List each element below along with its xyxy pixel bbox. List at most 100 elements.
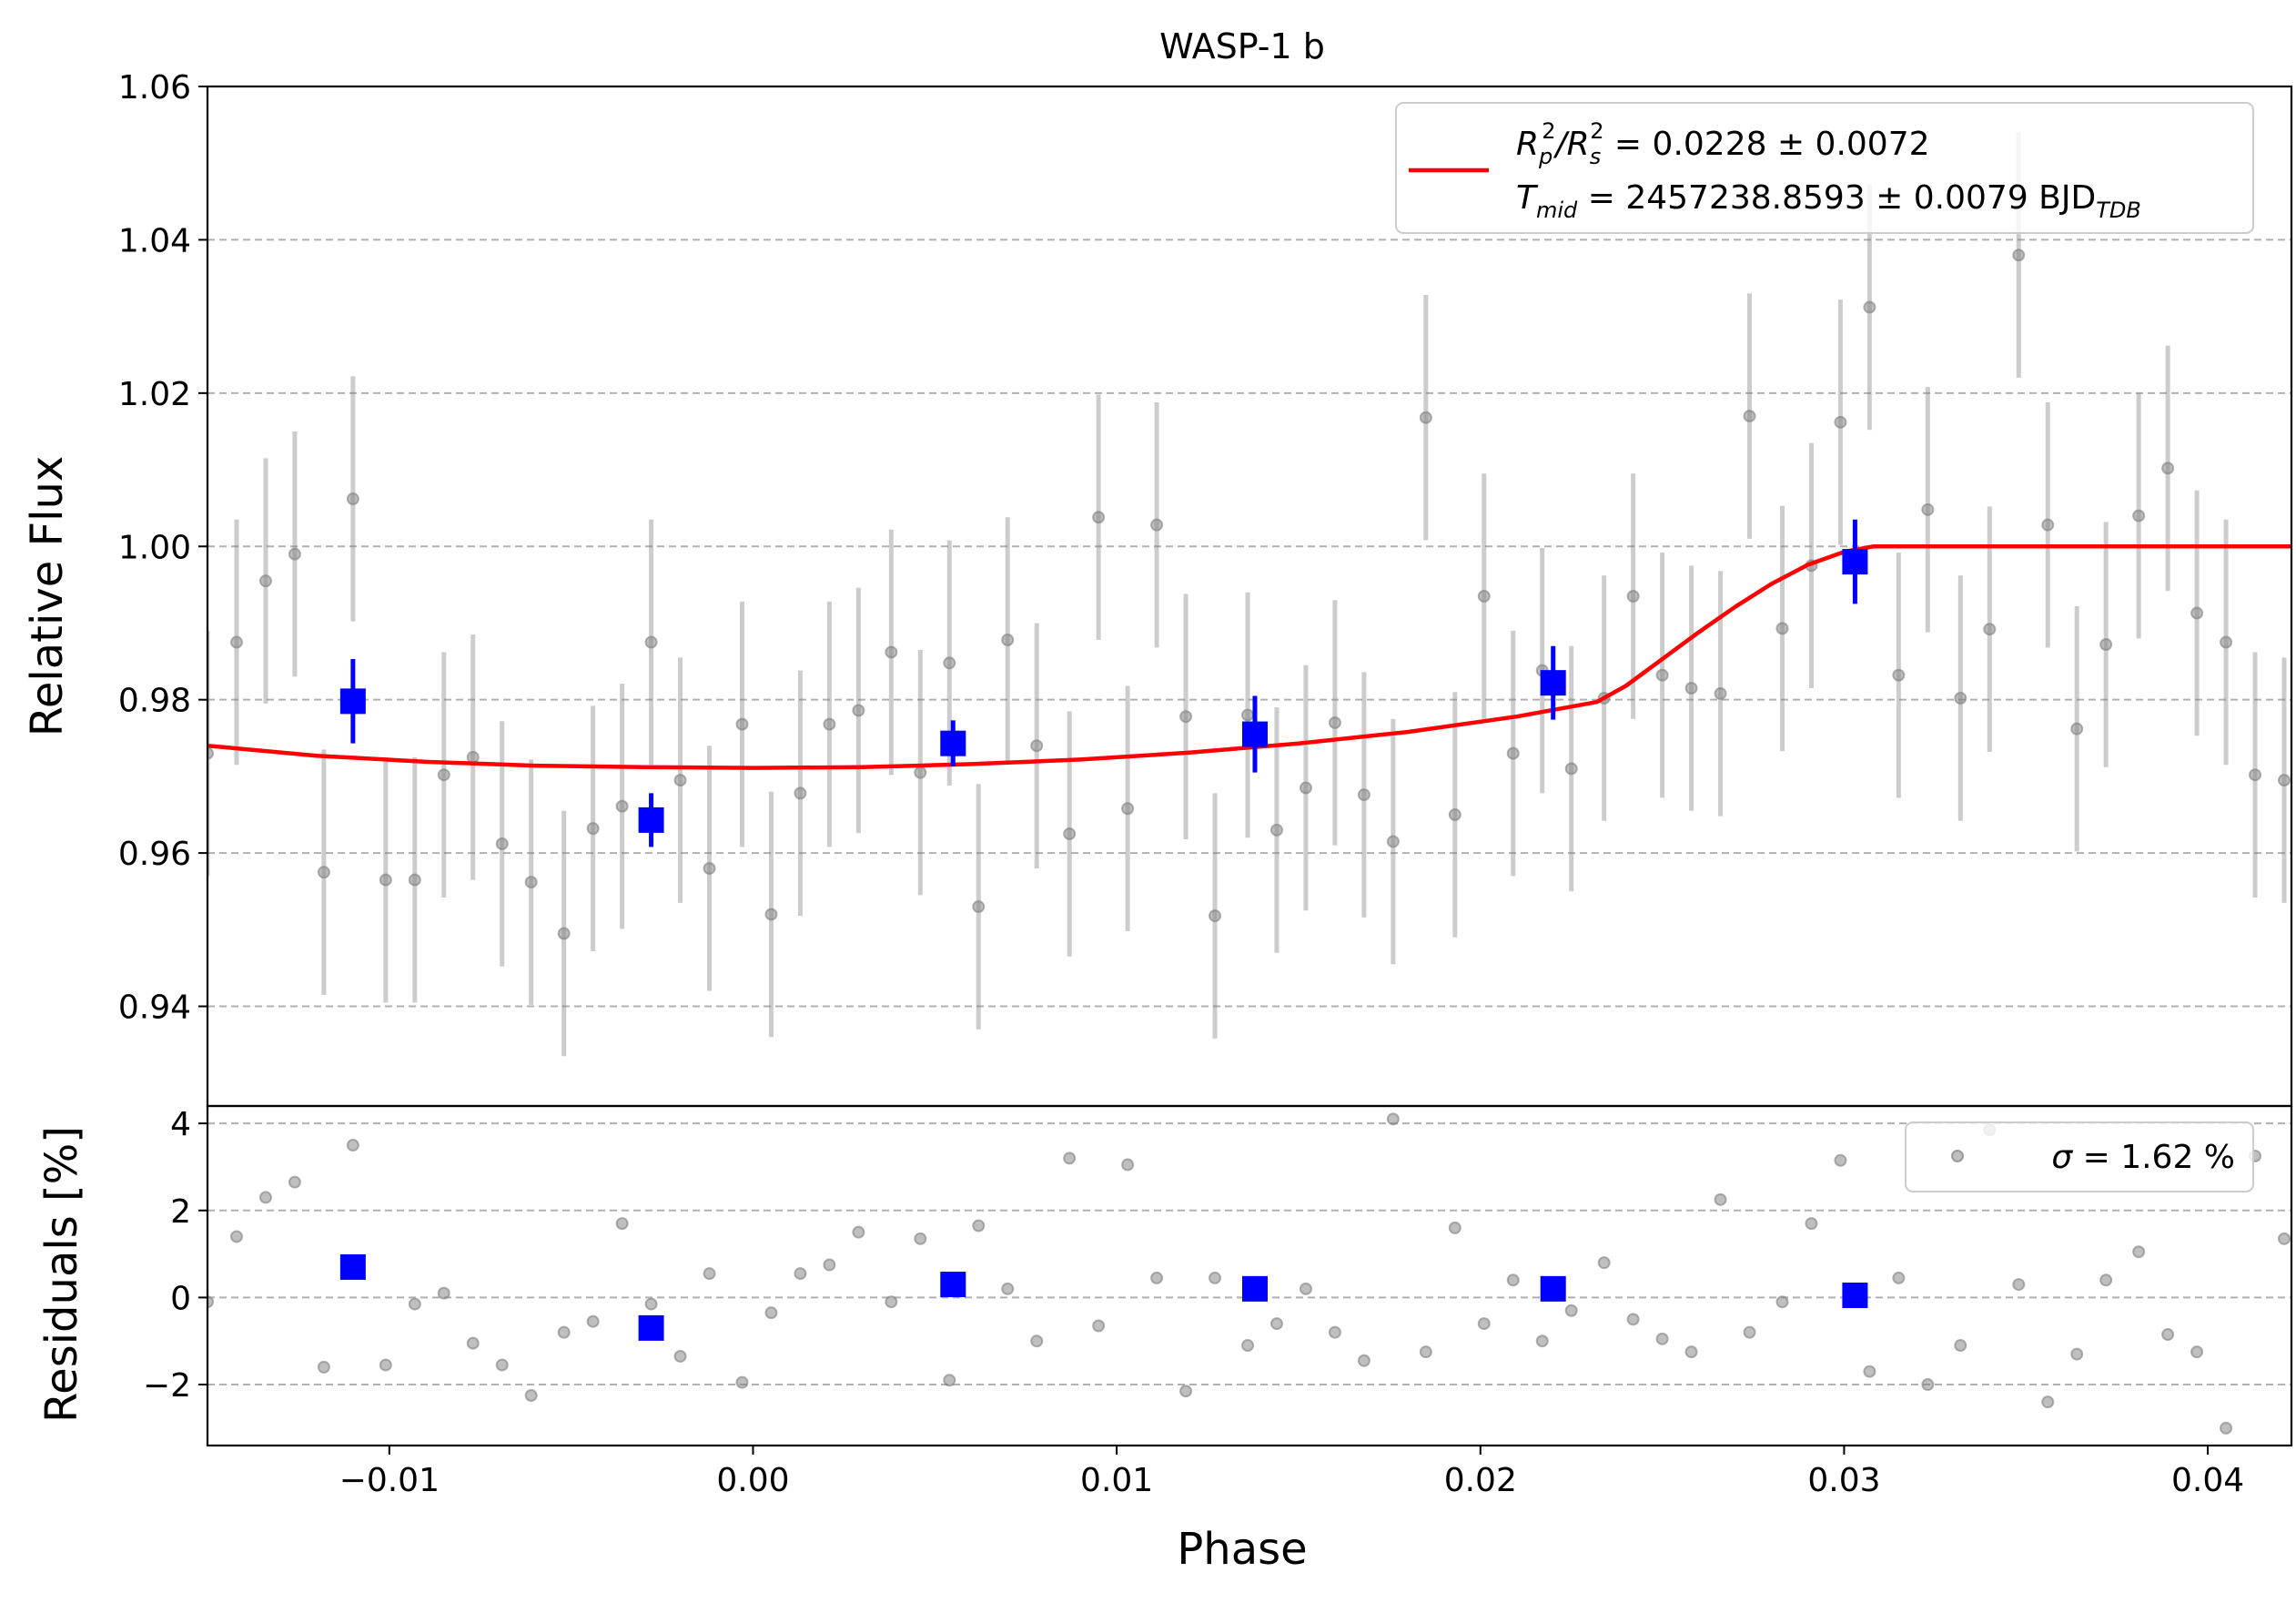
residual-raw-point	[1121, 1158, 1135, 1172]
main-raw-point	[2278, 774, 2291, 787]
residuals-y-tick-label: −2	[143, 1367, 191, 1405]
main-model-curve	[207, 544, 2291, 770]
main-raw-point	[2249, 768, 2262, 782]
residual-raw-point	[1063, 1152, 1077, 1165]
x-tick-label: 0.02	[1444, 1462, 1517, 1499]
main-raw-point	[1564, 762, 1578, 776]
residual-raw-point	[914, 1232, 927, 1245]
main-raw-point	[2041, 518, 2055, 532]
main-raw-point	[1092, 511, 1106, 524]
residual-raw-point	[1241, 1339, 1255, 1353]
residual-raw-point	[2012, 1278, 2026, 1292]
residual-raw-point	[466, 1336, 480, 1350]
x-tick-label: 0.03	[1807, 1462, 1880, 1499]
residual-raw-point	[615, 1217, 629, 1231]
main-raw-point	[735, 717, 749, 731]
residual-raw-point	[437, 1286, 450, 1300]
residual-raw-point	[2099, 1273, 2113, 1287]
residual-raw-point	[735, 1375, 749, 1389]
main-raw-point	[764, 908, 778, 921]
main-raw-point	[1626, 590, 1640, 603]
main-legend: Rp2/Rs2 = 0.0228 ± 0.0072 Tmid = 2457238…	[1395, 102, 2254, 234]
residual-raw-point	[288, 1175, 301, 1189]
main-raw-point	[823, 717, 836, 731]
residual-raw-point	[673, 1349, 687, 1363]
residual-raw-point	[1954, 1339, 1967, 1353]
main-raw-point	[615, 799, 629, 813]
main-raw-point	[1241, 708, 1255, 722]
residual-raw-point	[1655, 1332, 1669, 1345]
residual-binned-point	[1842, 1283, 1868, 1309]
residual-raw-point	[1775, 1295, 1789, 1309]
residual-raw-point	[885, 1295, 898, 1309]
main-raw-point	[2012, 249, 2026, 262]
residual-raw-point	[644, 1297, 658, 1311]
residual-raw-point	[794, 1267, 807, 1281]
residual-raw-point	[2190, 1345, 2204, 1359]
main-raw-point	[972, 900, 986, 914]
residuals-legend: σ = 1.62 %	[1905, 1121, 2254, 1192]
residual-raw-point	[2070, 1347, 2084, 1361]
main-raw-point	[1121, 802, 1135, 816]
main-raw-point	[317, 866, 330, 879]
main-raw-point	[1863, 300, 1876, 314]
residual-raw-point	[258, 1191, 272, 1204]
residual-raw-point	[586, 1314, 600, 1328]
main-raw-point	[1448, 808, 1462, 821]
main-raw-point	[1743, 410, 1756, 423]
residual-raw-point	[1506, 1273, 1520, 1287]
legend-tmid-entry: Tmid = 2457238.8593 ± 0.0079 BJDTDB	[1516, 179, 2141, 223]
main-raw-point	[586, 822, 600, 836]
legend-residual-marker	[1951, 1150, 1964, 1162]
x-axis-label: Phase	[1177, 1524, 1307, 1575]
main-raw-point	[346, 492, 359, 506]
residual-binned-point	[1540, 1275, 1566, 1302]
main-y-tick-label: 0.98	[118, 683, 191, 720]
main-y-tick-label: 0.94	[118, 989, 191, 1027]
residual-binned-point	[940, 1272, 966, 1298]
residual-raw-point	[379, 1358, 392, 1372]
residual-binned-point	[638, 1314, 664, 1341]
residuals-panel: −2 0 2 4 −0.01 0.00 0.01 0.02 0.03 0.04 Residual…	[36, 1104, 2293, 1575]
main-raw-point	[943, 656, 956, 670]
residual-raw-point	[1419, 1345, 1432, 1359]
main-raw-point	[644, 635, 658, 649]
main-raw-point	[1328, 715, 1341, 729]
main-raw-point	[2099, 638, 2113, 652]
residual-raw-point	[1892, 1271, 1906, 1284]
residual-raw-point	[823, 1258, 836, 1272]
residual-raw-point	[2220, 1421, 2233, 1435]
main-raw-point	[495, 837, 509, 850]
main-raw-point	[524, 876, 538, 889]
residual-raw-point	[1448, 1221, 1462, 1234]
main-raw-point	[1983, 623, 1997, 636]
main-raw-point	[2161, 462, 2175, 475]
residual-raw-point	[557, 1325, 571, 1339]
main-raw-point	[1063, 827, 1077, 841]
main-raw-point	[1477, 590, 1491, 603]
main-binned-point	[940, 730, 966, 756]
residual-raw-point	[2041, 1395, 2055, 1409]
residual-raw-point	[229, 1230, 243, 1243]
main-raw-point	[1030, 739, 1044, 753]
main-raw-point	[703, 861, 716, 875]
residual-raw-point	[703, 1267, 716, 1281]
residuals-x-ticks: −0.01 0.00 0.01 0.02 0.03 0.04	[339, 1446, 2244, 1499]
residuals-y-tick-label: 2	[170, 1193, 191, 1231]
residual-raw-point	[2161, 1328, 2175, 1342]
main-raw-point	[1209, 909, 1222, 923]
x-tick-label: 0.00	[716, 1462, 789, 1499]
main-y-tick-label: 1.04	[118, 222, 191, 259]
model-transit-curve	[207, 544, 2291, 770]
main-raw-point	[207, 746, 214, 760]
residual-raw-point	[943, 1374, 956, 1387]
main-raw-point	[1921, 502, 1935, 516]
x-tick-label: −0.01	[339, 1462, 440, 1499]
residual-raw-point	[1179, 1385, 1193, 1398]
main-y-tick-label: 0.96	[118, 836, 191, 873]
residuals-axes-frame	[206, 1104, 2293, 1447]
main-binned-point	[339, 688, 366, 715]
main-raw-point	[1150, 518, 1164, 532]
main-raw-points	[207, 132, 2291, 1057]
